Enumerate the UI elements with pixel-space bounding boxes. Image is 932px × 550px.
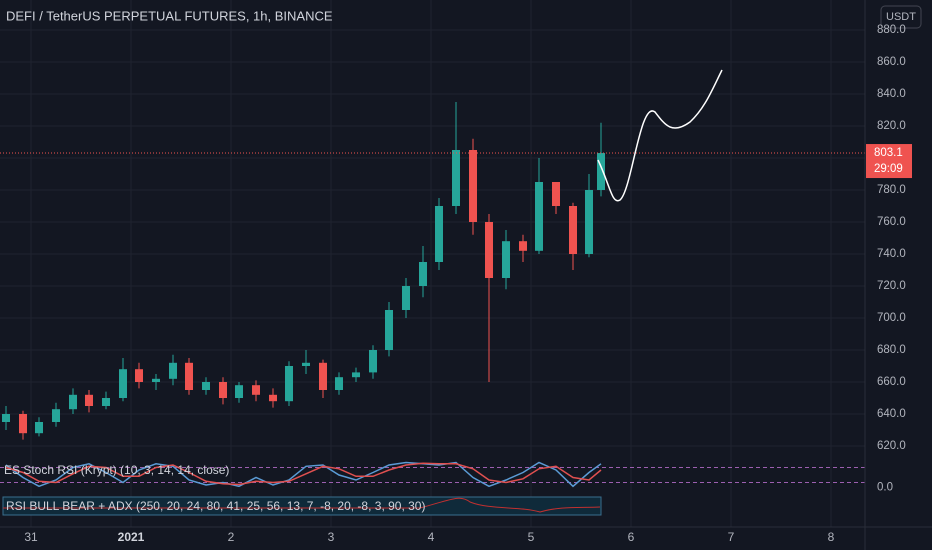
x-tick-label: 8 (828, 530, 835, 544)
candle-body (302, 362, 310, 366)
y-tick-label: 880.0 (877, 24, 906, 36)
y-tick-label: 860.0 (877, 56, 906, 68)
x-tick-label: 6 (628, 530, 635, 544)
candle-body (597, 153, 605, 190)
plot (0, 102, 865, 488)
y-tick-label: 720.0 (877, 280, 906, 292)
y-tick-label: 780.0 (877, 184, 906, 196)
y-tick-label: 820.0 (877, 120, 906, 132)
candle-body (19, 414, 27, 434)
candle-body (402, 286, 410, 310)
y-tick-label: 660.0 (877, 376, 906, 388)
candle-body (535, 182, 543, 251)
candle-body (252, 385, 260, 395)
chart-title: DEFI / TetherUS PERPETUAL FUTURES, 1h, B… (6, 8, 333, 23)
candle-body (219, 382, 227, 398)
candle-body (285, 366, 293, 402)
y-tick-label: 740.0 (877, 248, 906, 260)
candle-body (102, 398, 110, 406)
grid (0, 0, 865, 527)
candle-body (152, 378, 160, 382)
candle-body (1, 414, 10, 422)
y-tick-label: 700.0 (877, 312, 906, 324)
countdown-label: 29:09 (874, 163, 903, 175)
candle-body (269, 394, 277, 402)
candle-body (185, 362, 193, 390)
candle-body (485, 222, 493, 278)
candle-body (452, 150, 460, 206)
y-tick-label: 760.0 (877, 216, 906, 228)
candle-body (519, 241, 527, 251)
pane-title: ES Stoch RSI (Krypt) (10, 3, 14, 14, clo… (4, 463, 229, 477)
candle-body (169, 362, 177, 379)
x-tick-label: 31 (24, 530, 38, 544)
candle-body (135, 369, 143, 382)
candle-body (502, 241, 510, 278)
y-tick-label: 620.0 (877, 440, 906, 452)
indicator-line (3, 497, 601, 513)
candle-body (119, 369, 127, 398)
indicator-band (2, 496, 602, 516)
candle-body (352, 372, 360, 378)
candle-body (469, 150, 477, 222)
indicator-line (5, 462, 602, 486)
indicator-line (5, 461, 602, 488)
last-price-label: 803.1 (874, 147, 903, 159)
candle-body (552, 182, 560, 206)
y-tick-label: 0.0 (877, 482, 893, 494)
pane-title: RSI BULL BEAR + ADX (250, 20, 24, 80, 41… (6, 499, 425, 513)
y-tick-label: 680.0 (877, 344, 906, 356)
candle-body (385, 310, 393, 350)
unit-label: USDT (886, 11, 916, 23)
candle-body (202, 382, 210, 390)
candle-body (435, 206, 443, 262)
unit-button[interactable] (880, 5, 922, 29)
x-tick-label: 2021 (118, 530, 145, 544)
candle-body (319, 362, 327, 390)
drawing (597, 69, 723, 202)
candle-body (369, 350, 377, 373)
y-tick-label: 840.0 (877, 88, 906, 100)
candle-body (335, 377, 343, 390)
last-price-box (866, 144, 912, 179)
candle-body (419, 262, 427, 286)
x-tick-label: 4 (428, 530, 435, 544)
candle-body (52, 409, 60, 422)
candle-body (35, 422, 43, 434)
x-tick-label: 3 (328, 530, 335, 544)
candle-body (69, 394, 77, 410)
candle-body (569, 206, 577, 254)
candle-body (85, 394, 93, 406)
candle-body (585, 190, 593, 254)
x-tick-label: 2 (228, 530, 235, 544)
x-tick-label: 5 (528, 530, 535, 544)
x-tick-label: 7 (728, 530, 735, 544)
candle-body (235, 385, 243, 398)
y-tick-label: 640.0 (877, 408, 906, 420)
